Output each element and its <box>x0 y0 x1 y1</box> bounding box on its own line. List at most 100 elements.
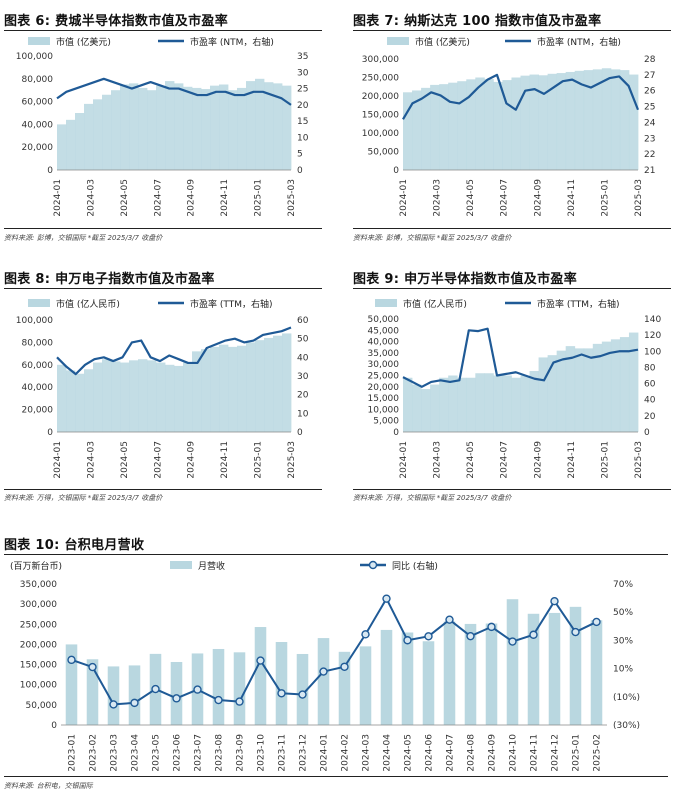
chart-9-title-rule <box>353 288 671 289</box>
yoy-point <box>550 597 559 606</box>
chart-7-title-rule <box>353 30 671 31</box>
x-tick-label: 2023-12 <box>299 734 309 772</box>
x-tick-label: 2025-03 <box>634 441 644 479</box>
legend-bar-swatch <box>375 299 397 307</box>
y-right-tick-label: 30 <box>297 372 309 382</box>
chart-8-title-rule <box>4 288 322 289</box>
market-cap-bar <box>57 124 67 170</box>
y-right-tick-label: 24 <box>644 118 656 128</box>
market-cap-bar <box>120 84 130 170</box>
market-cap-bar <box>75 373 85 432</box>
market-cap-bar <box>628 74 639 170</box>
revenue-bar <box>128 665 141 725</box>
x-tick-label: 2024-03 <box>433 179 443 217</box>
chart-8-title: 图表 8: 申万电子指数市值及市盈率 <box>4 272 215 287</box>
market-cap-bar <box>484 78 494 170</box>
chart-6-title: 图表 6: 费城半导体指数市值及市盈率 <box>4 14 228 29</box>
x-tick-label: 2024-01 <box>53 441 63 479</box>
market-cap-bar <box>147 360 157 432</box>
x-tick-label: 2024-09 <box>533 179 543 217</box>
yoy-point <box>382 594 391 603</box>
x-tick-label: 2024-04 <box>383 734 393 772</box>
revenue-bar <box>296 653 309 725</box>
market-cap-bar <box>156 85 166 170</box>
market-cap-bar <box>120 362 130 432</box>
x-tick-label: 2024-08 <box>467 734 477 772</box>
y-right-tick-label: 30 <box>297 68 309 78</box>
market-cap-bar <box>282 333 292 432</box>
revenue-bar <box>107 666 120 725</box>
market-cap-bar <box>66 119 76 170</box>
x-tick-label: 2023-10 <box>257 734 267 772</box>
revenue-bar <box>590 620 603 725</box>
legend-bar-label: 市值 (亿人民币) <box>56 298 120 310</box>
yoy-point <box>67 655 76 665</box>
y-right-tick-label: 70% <box>613 580 633 590</box>
x-tick-label: 2025-01 <box>572 734 582 772</box>
market-cap-bar <box>628 332 639 432</box>
chart-9-svg: 05,00010,00015,00020,00025,00030,00035,0… <box>368 298 662 479</box>
market-cap-bar <box>529 74 539 170</box>
legend-line-marker <box>368 560 378 570</box>
market-cap-bar <box>574 70 585 170</box>
yoy-point <box>487 622 496 632</box>
market-cap-bar <box>273 335 283 432</box>
x-tick-label: 2023-03 <box>110 734 120 772</box>
chart-9-title: 图表 9: 申万半导体指数市值及市盈率 <box>353 272 577 287</box>
market-cap-bar <box>412 384 422 432</box>
x-tick-label: 2023-02 <box>89 734 99 772</box>
market-cap-bar <box>201 349 211 432</box>
market-cap-bar <box>511 377 521 432</box>
y-left-tick-label: 25,000 <box>368 372 400 382</box>
legend-line-label: 同比 (右轴) <box>392 560 438 572</box>
x-tick-label: 2024-07 <box>446 734 456 772</box>
y-right-tick-label: 10 <box>297 409 309 419</box>
market-cap-bar <box>529 370 539 432</box>
market-cap-bar <box>246 342 256 432</box>
x-tick-label: 2025-03 <box>287 179 297 217</box>
y-right-tick-label: 5 <box>297 150 303 160</box>
y-right-tick-label: 40 <box>297 353 309 363</box>
x-tick-label: 2024-09 <box>488 734 498 772</box>
x-tick-label: 2025-01 <box>254 179 264 217</box>
y-left-tick-label: 50,000 <box>368 315 400 325</box>
y-left-tick-label: 300,000 <box>362 55 399 65</box>
x-tick-label: 2024-10 <box>509 734 519 772</box>
market-cap-bar <box>421 389 431 432</box>
revenue-bar <box>401 632 414 725</box>
y-left-tick-label: 0 <box>51 721 57 731</box>
y-right-tick-label: 10% <box>613 665 633 675</box>
market-cap-bar <box>165 364 175 432</box>
y-left-tick-label: 80,000 <box>22 338 54 348</box>
market-cap-bar <box>264 82 274 170</box>
market-cap-bar <box>93 99 103 170</box>
chart-8-source: 资料来源: 万得，交银国际 *截至 2025/3/7 收盘价 <box>4 494 163 502</box>
market-cap-bar <box>237 345 247 432</box>
revenue-bar <box>317 638 330 725</box>
y-left-tick-label: 20,000 <box>368 383 400 393</box>
y-right-tick-label: 50% <box>613 608 633 618</box>
chart-8-svg: 0 20,000 40,000 60,000 80,000 100,000 0 10 20 30 4… <box>16 298 309 479</box>
market-cap-bar <box>210 346 220 432</box>
y-right-tick-label: 22 <box>644 150 655 160</box>
y-left-tick-label: 100,000 <box>362 129 399 139</box>
x-tick-label: 2023-04 <box>131 734 141 772</box>
y-right-tick-label: 25 <box>297 85 308 95</box>
market-cap-bar <box>201 89 211 170</box>
market-cap-bar <box>84 369 94 432</box>
y-right-tick-label: 20 <box>644 412 656 422</box>
chart-10-source: 资料来源: 台积电，交银国际 <box>4 782 93 790</box>
yoy-point <box>151 684 160 694</box>
market-cap-bar <box>228 90 238 170</box>
y-left-tick-label: 150,000 <box>362 111 399 121</box>
market-cap-bar <box>111 361 121 432</box>
x-tick-label: 2024-09 <box>533 441 543 479</box>
x-tick-label: 2024-05 <box>404 734 414 772</box>
x-tick-label: 2024-03 <box>433 441 443 479</box>
x-tick-label: 2024-07 <box>500 441 510 479</box>
pe-ratio-line <box>56 326 292 376</box>
y-left-tick-label: 20,000 <box>22 143 54 153</box>
y-left-tick-label: 200,000 <box>20 640 57 650</box>
chart-7-source: 资料来源: 彭博，交银国际 *截至 2025/3/7 收盘价 <box>353 234 512 242</box>
market-cap-bar <box>502 80 512 170</box>
